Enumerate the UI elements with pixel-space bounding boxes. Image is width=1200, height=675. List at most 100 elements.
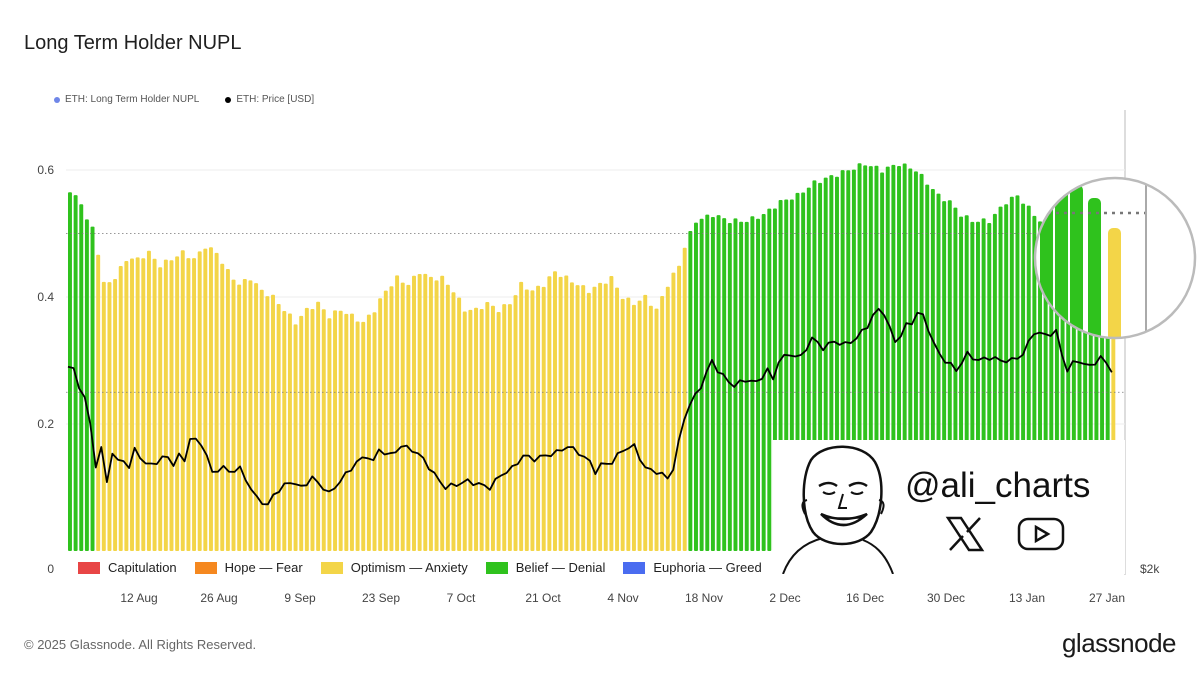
y-tick-label: 0.6 <box>37 163 54 177</box>
nupl-bar <box>79 204 84 551</box>
nupl-bar <box>451 292 456 551</box>
nupl-bar <box>146 250 151 551</box>
nupl-bar <box>761 214 766 551</box>
nupl-bar <box>400 282 405 551</box>
nupl-bar <box>316 301 321 551</box>
legend-item-price[interactable]: ETH: Price [USD] <box>225 94 314 105</box>
series-legend: ETH: Long Term Holder NUPL ETH: Price [U… <box>54 94 314 105</box>
nupl-bar <box>175 256 180 551</box>
nupl-bar <box>671 272 676 551</box>
nupl-bar <box>186 258 191 551</box>
nupl-bar <box>530 290 535 551</box>
y-tick-label: 0.4 <box>37 290 54 304</box>
x-tick-label: 26 Aug <box>200 591 237 605</box>
legend-item-nupl[interactable]: ETH: Long Term Holder NUPL <box>54 94 199 105</box>
nupl-bar <box>214 252 219 551</box>
x-tick-label: 23 Sep <box>362 591 400 605</box>
nupl-bar <box>440 275 445 551</box>
zone-label: Euphoria — Greed <box>653 560 762 575</box>
zone-hope-fear: Hope — Fear <box>194 560 303 575</box>
x-tick-label: 9 Sep <box>284 591 316 605</box>
social-icons <box>945 516 1065 552</box>
x-tick-label: 21 Oct <box>525 591 561 605</box>
watermark-handle: @ali_charts <box>905 466 1091 505</box>
nupl-bar <box>710 216 715 551</box>
meme-face-icon <box>782 445 894 575</box>
zone-legend: Capitulation Hope — Fear Optimism — Anxi… <box>78 560 762 575</box>
nupl-bar <box>321 309 326 551</box>
x-logo-icon <box>945 516 985 552</box>
x-tick-label: 7 Oct <box>447 591 476 605</box>
nupl-bar <box>603 283 608 551</box>
nupl-bar <box>152 258 157 551</box>
nupl-bar <box>344 313 349 551</box>
nupl-bar <box>620 298 625 551</box>
nupl-bar <box>631 304 636 551</box>
nupl-bar <box>287 313 292 551</box>
price-line <box>67 307 1113 506</box>
zone-label: Optimism — Anxiety <box>350 560 468 575</box>
nupl-bar <box>113 279 118 551</box>
nupl-bar <box>124 261 129 551</box>
nupl-bar <box>304 307 309 551</box>
nupl-bar <box>767 208 772 552</box>
nupl-bar <box>474 307 479 551</box>
nupl-bar <box>349 313 354 551</box>
nupl-bar <box>643 294 648 551</box>
nupl-bar <box>355 321 360 551</box>
zone-label: Hope — Fear <box>224 560 303 575</box>
brand-logo: glassnode <box>1061 628 1177 658</box>
nupl-bar <box>592 286 597 551</box>
nupl-bar <box>756 218 761 551</box>
zone-label: Belief — Denial <box>515 560 606 575</box>
nupl-bar <box>468 309 473 551</box>
nupl-bar <box>271 294 275 551</box>
legend-dot-nupl <box>54 96 60 103</box>
legend-dot-price <box>225 96 232 103</box>
nupl-bar <box>135 257 140 551</box>
nupl-bar <box>237 284 242 551</box>
nupl-bar <box>242 279 247 551</box>
x-tick-label: 2 Dec <box>769 591 800 605</box>
nupl-bar <box>248 280 253 551</box>
zone-capitulation: Capitulation <box>78 560 177 575</box>
nupl-bar <box>727 223 732 551</box>
nupl-bar <box>479 309 484 551</box>
nupl-bar <box>293 324 298 551</box>
nupl-bar <box>536 285 541 551</box>
nupl-bar <box>118 265 123 551</box>
magnified-bar <box>1088 198 1101 338</box>
x-tick-label: 30 Dec <box>927 591 965 605</box>
x-tick-label: 27 Jan <box>1089 591 1125 605</box>
x-tick-label: 13 Jan <box>1009 591 1045 605</box>
zone-label: Capitulation <box>108 560 177 575</box>
nupl-bar <box>434 280 439 551</box>
x-tick-label: 12 Aug <box>120 591 157 605</box>
nupl-bar <box>231 279 236 551</box>
y-tick-label: 0 <box>47 562 54 576</box>
nupl-bar <box>423 273 428 551</box>
nupl-bar <box>366 314 371 551</box>
magnified-bar <box>1108 228 1121 338</box>
nupl-bar <box>637 300 642 551</box>
zone-swatch <box>485 561 508 574</box>
nupl-bar <box>496 311 501 551</box>
nupl-bar <box>615 287 620 551</box>
legend-label-price: ETH: Price [USD] <box>236 94 315 105</box>
nupl-bar <box>90 226 95 551</box>
nupl-bar <box>203 248 208 551</box>
nupl-bar <box>569 282 574 551</box>
x-tick-label: 16 Dec <box>846 591 884 605</box>
nupl-bar <box>220 263 225 551</box>
nupl-bar <box>716 215 721 551</box>
nupl-bar <box>130 258 134 551</box>
nupl-bar <box>327 318 332 551</box>
nupl-bar <box>197 251 202 551</box>
nupl-bar <box>660 296 665 551</box>
nupl-bar <box>101 281 106 551</box>
nupl-bar <box>553 271 557 551</box>
youtube-icon <box>1017 517 1065 551</box>
nupl-bar <box>96 254 101 551</box>
nupl-bar <box>694 222 698 551</box>
